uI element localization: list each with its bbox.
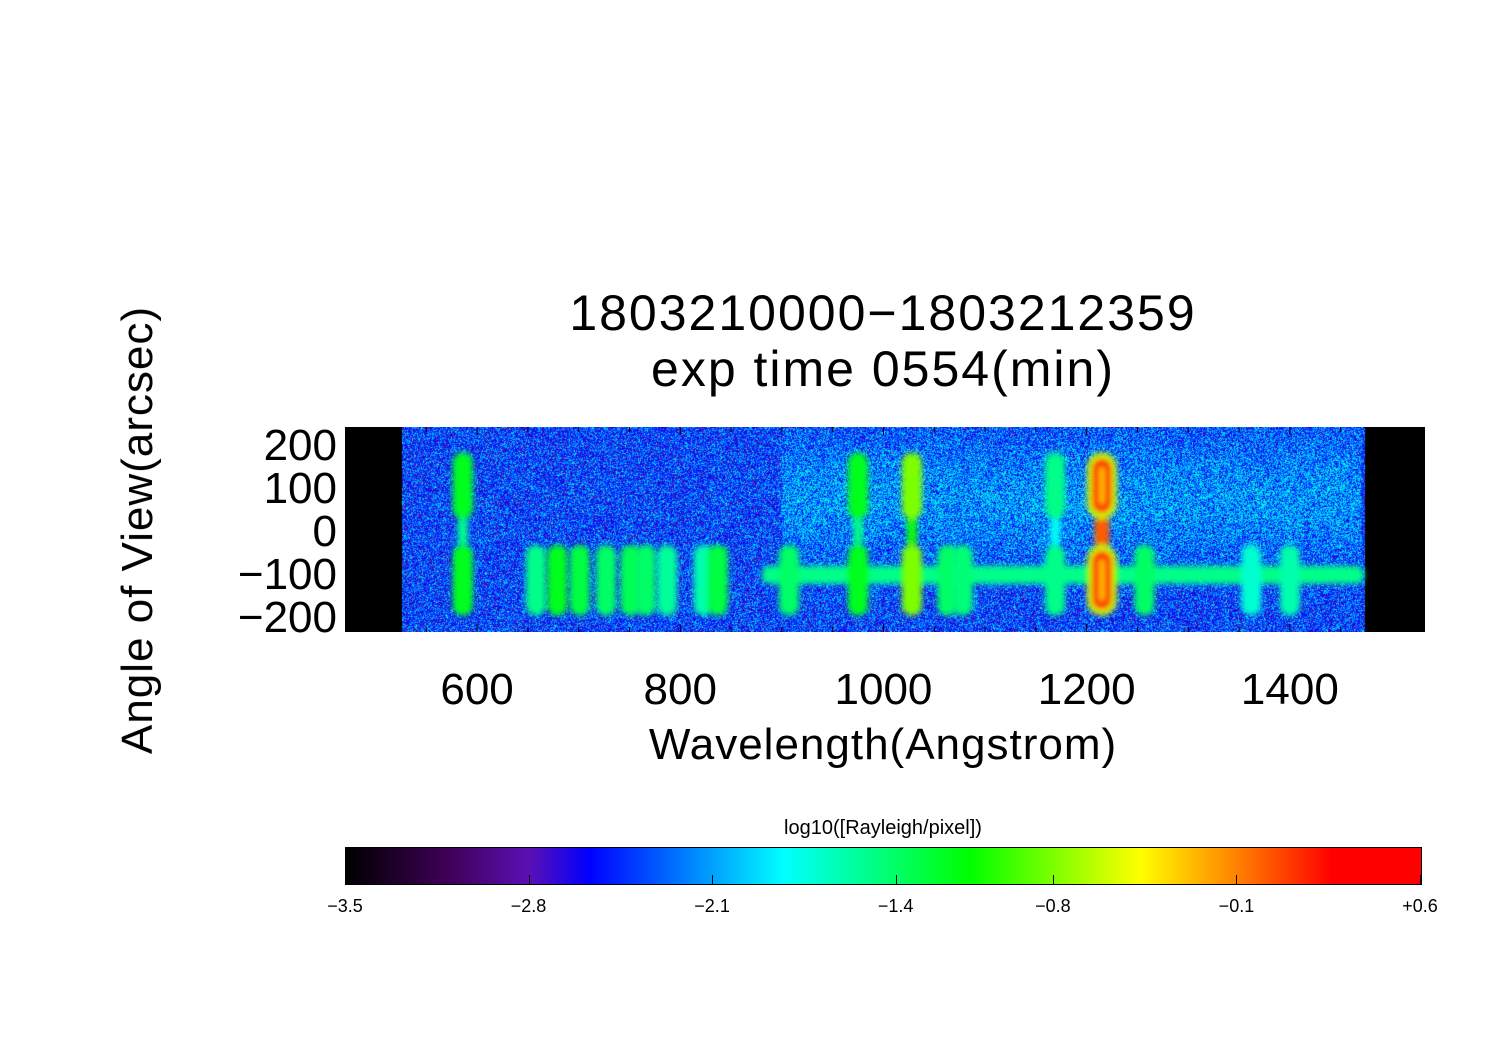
emission-line-lobe (1241, 544, 1262, 616)
emission-line (778, 544, 799, 616)
emission-line-lobe (526, 544, 547, 616)
emission-line-lobe (1134, 544, 1155, 616)
emission-line (1279, 544, 1300, 616)
colorbar-tick (895, 875, 897, 884)
colorbar-tick-label: +0.6 (1402, 896, 1438, 916)
emission-lines-layer (452, 452, 1365, 616)
y-tick-label: 100 (263, 463, 337, 513)
emission-line (635, 544, 656, 616)
emission-line-waist (457, 518, 468, 545)
y-tick-label: −100 (237, 549, 337, 599)
y-axis-label: Angle of View(arcsec) (113, 305, 162, 755)
plot-axes (345, 427, 1425, 632)
colorbar-tick-label: −2.8 (510, 896, 547, 916)
emission-line (937, 544, 958, 616)
y-tick-label: 200 (263, 420, 337, 470)
emission-line (707, 544, 728, 616)
emission-line-lobe (620, 544, 641, 616)
colorbar-tick (1420, 875, 1421, 884)
emission-line-lobe (1045, 452, 1066, 519)
chart-title-line-1: 1803210000−1803212359 (569, 285, 1197, 341)
emission-line-lobe (569, 544, 590, 616)
emission-line-lobe (547, 544, 568, 616)
emission-line-center (1098, 558, 1105, 602)
emission-line (452, 452, 473, 616)
emission-line (596, 544, 617, 616)
emission-line (547, 544, 568, 616)
emission-line (1241, 544, 1262, 616)
emission-line-lobe (452, 452, 473, 519)
emission-line-lobe (657, 544, 678, 616)
x-tick-label: 800 (643, 665, 717, 714)
emission-line-waist (853, 518, 864, 545)
x-tick-label: 1000 (834, 665, 933, 714)
emission-line (657, 544, 678, 616)
y-tick-label: 0 (312, 506, 337, 556)
colorbar (345, 847, 1422, 885)
colorbar-tick (1236, 875, 1238, 884)
x-tick-label: 1400 (1240, 665, 1339, 714)
emission-line-lobe (707, 544, 728, 616)
colorbar-tick-label: −0.8 (1035, 896, 1071, 916)
colorbar-tick (345, 875, 346, 884)
emission-line-lobe (937, 544, 958, 616)
chart-title-line-2: exp time 0554(min) (651, 341, 1115, 397)
colorbar-tick-label: −0.1 (1218, 896, 1255, 916)
colorbar-tick (528, 875, 530, 884)
x-tick-label: 1200 (1037, 665, 1136, 714)
emission-line-lobe (901, 544, 922, 616)
emission-line (1045, 452, 1066, 616)
emission-line (1086, 452, 1117, 616)
emission-line (526, 544, 547, 616)
emission-line (1134, 544, 1155, 616)
emission-line-waist (1050, 518, 1061, 545)
emission-line-lobe (901, 452, 922, 519)
emission-line-lobe (452, 544, 473, 616)
emission-line-lobe (1279, 544, 1300, 616)
emission-line (952, 544, 973, 616)
emission-line (901, 452, 922, 616)
x-tick-label: 600 (440, 665, 514, 714)
emission-line-lobe (848, 544, 869, 616)
emission-line-waist (906, 518, 917, 545)
emission-line-lobe (635, 544, 656, 616)
colorbar-title: log10([Rayleigh/pixel]) (784, 817, 982, 839)
emission-line-waist (1094, 518, 1110, 545)
emission-line-center (1098, 466, 1105, 505)
emission-line (620, 544, 641, 616)
emission-line-lobe (848, 452, 869, 519)
colorbar-tick-label: −3.5 (327, 896, 363, 916)
y-tick-label: −200 (237, 592, 337, 642)
emission-line-lobe (952, 544, 973, 616)
spectrogram-plot (345, 427, 1425, 632)
colorbar-tick (712, 875, 714, 884)
emission-line-lobe (596, 544, 617, 616)
colorbar-tick (1052, 875, 1054, 884)
emission-line (569, 544, 590, 616)
colorbar-tick-label: −2.1 (694, 896, 730, 916)
emission-line-lobe (778, 544, 799, 616)
x-axis-label: Wavelength(Angstrom) (648, 720, 1118, 769)
emission-line-lobe (1045, 544, 1066, 616)
emission-line (848, 452, 869, 616)
colorbar-tick-label: −1.4 (877, 896, 914, 916)
